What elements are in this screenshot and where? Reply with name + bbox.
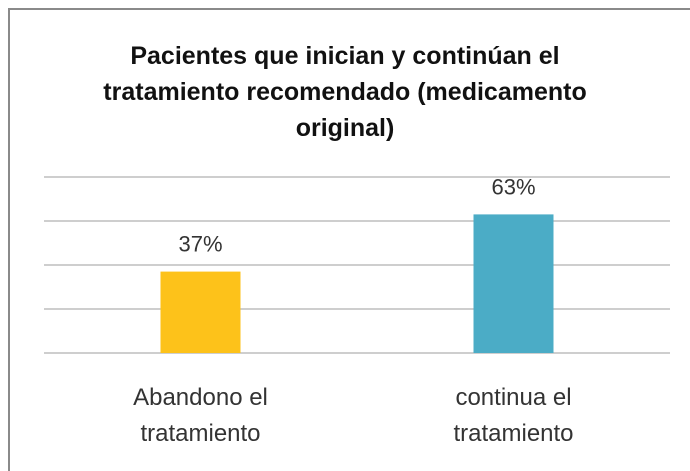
chart-frame (8, 8, 690, 471)
x-tick-label: Abandono el tratamiento (133, 384, 268, 447)
chart-title: Pacientes que inician y continúan el tra… (103, 42, 587, 142)
bar (160, 271, 241, 353)
data-label: 63% (491, 174, 535, 199)
x-tick-label: continua el tratamiento (453, 384, 574, 447)
bar (473, 214, 554, 353)
data-label: 37% (178, 232, 222, 257)
